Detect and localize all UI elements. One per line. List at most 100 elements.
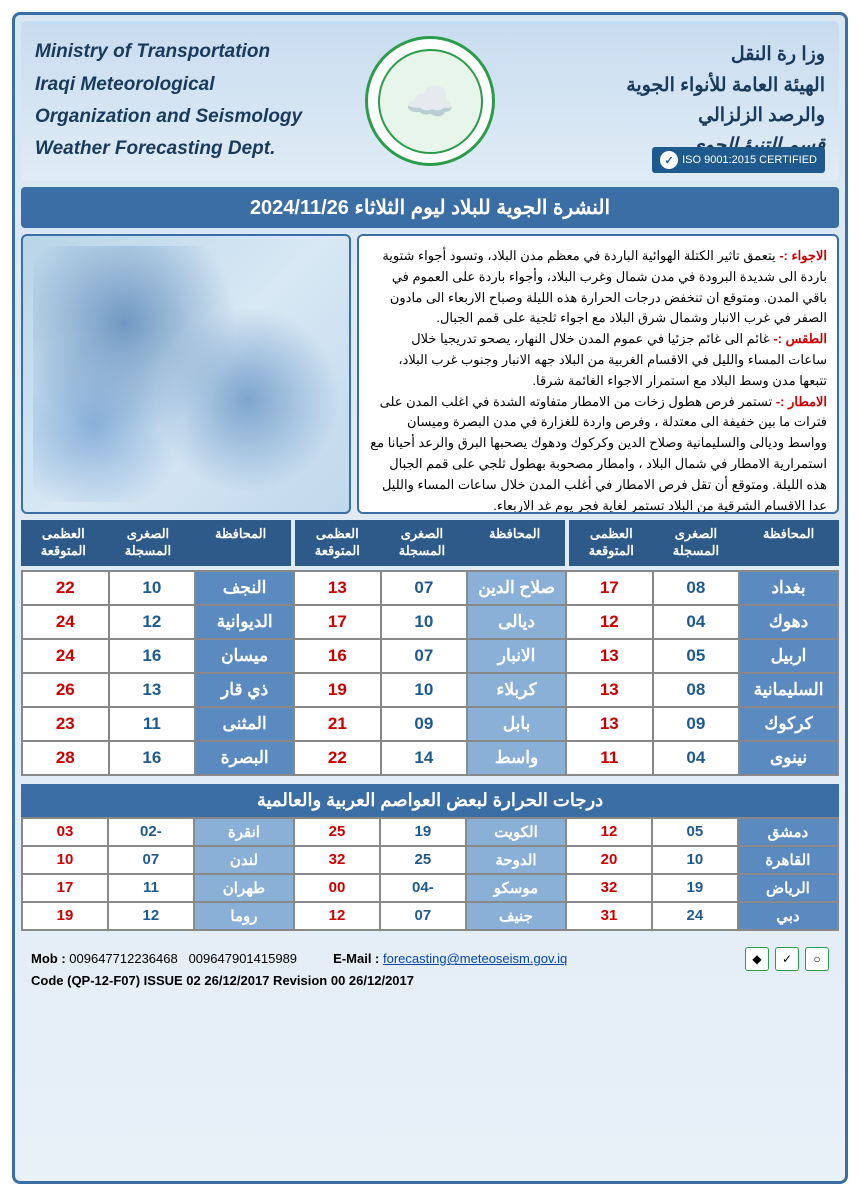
high-temp-cell: 24 — [22, 605, 109, 639]
high-temp-cell: 23 — [22, 707, 109, 741]
th-group-1: المحافظة الصغرى المسجلة العظمى المتوقعة — [21, 520, 291, 566]
city-cell: الكويت — [466, 818, 566, 846]
th-high: العظمى المتوقعة — [569, 520, 654, 566]
low-temp-cell: 11 — [108, 874, 194, 902]
footer-row-1: Mob : 009647712236468 009647901415989 E-… — [31, 947, 829, 971]
text-weather: غائم الى غائم جزئيا في عموم المدن خلال ا… — [398, 331, 827, 388]
label-atmosphere: الاجواء :- — [779, 248, 827, 263]
header-left: Ministry of Transportation Iraqi Meteoro… — [35, 36, 302, 165]
map-overlay — [33, 246, 339, 502]
high-temp-cell: 13 — [294, 571, 381, 605]
high-temp-cell: 12 — [566, 818, 652, 846]
city-cell: روما — [194, 902, 294, 930]
low-temp-cell: 11 — [109, 707, 196, 741]
high-temp-cell: 13 — [566, 707, 653, 741]
email-link[interactable]: forecasting@meteoseism.gov.iq — [383, 951, 567, 966]
org-line-2: Iraqi Meteorological — [35, 69, 302, 101]
table-row: القاهرة1020الدوحة2532لندن0710 — [22, 846, 838, 874]
low-temp-cell: 05 — [652, 818, 738, 846]
table-row: كركوك0913بابل0921المثنى1123 — [22, 707, 838, 741]
province-cell: صلاح الدين — [467, 571, 566, 605]
table-row: دبي2431جنيف0712روما1219 — [22, 902, 838, 930]
org-line-3: Organization and Seismology — [35, 101, 302, 133]
high-temp-cell: 10 — [22, 846, 108, 874]
footer-icons: ◆ ✓ ○ — [745, 947, 829, 971]
high-temp-cell: 22 — [22, 571, 109, 605]
low-temp-cell: 10 — [109, 571, 196, 605]
text-atmosphere: يتعمق تاثير الكتلة الهوائية الباردة في م… — [382, 248, 827, 325]
low-temp-cell: 08 — [653, 571, 740, 605]
cert-icon-1: ◆ — [745, 947, 769, 971]
low-temp-cell: 09 — [653, 707, 740, 741]
province-cell: السليمانية — [739, 673, 838, 707]
province-cell: ذي قار — [195, 673, 294, 707]
table-row: دمشق0512الكويت1925انقرة-0203 — [22, 818, 838, 846]
high-temp-cell: 25 — [294, 818, 380, 846]
low-temp-cell: 12 — [108, 902, 194, 930]
high-temp-cell: 24 — [22, 639, 109, 673]
low-temp-cell: -02 — [108, 818, 194, 846]
province-cell: كربلاء — [467, 673, 566, 707]
low-temp-cell: 07 — [380, 902, 466, 930]
high-temp-cell: 32 — [294, 846, 380, 874]
low-temp-cell: 07 — [108, 846, 194, 874]
high-temp-cell: 32 — [566, 874, 652, 902]
high-temp-cell: 28 — [22, 741, 109, 775]
low-temp-cell: 13 — [109, 673, 196, 707]
high-temp-cell: 17 — [294, 605, 381, 639]
bulletin-title: النشرة الجوية للبلاد ليوم الثلاثاء 2024/… — [21, 187, 839, 228]
table-row: اربيل0513الانبار0716ميسان1624 — [22, 639, 838, 673]
high-temp-cell: 13 — [566, 639, 653, 673]
footer: Mob : 009647712236468 009647901415989 E-… — [21, 941, 839, 994]
low-temp-cell: 14 — [381, 741, 468, 775]
th-province: المحافظة — [190, 520, 291, 566]
mob2: 009647901415989 — [189, 951, 297, 966]
city-cell: طهران — [194, 874, 294, 902]
high-temp-cell: 12 — [294, 902, 380, 930]
city-cell: الدوحة — [466, 846, 566, 874]
high-temp-cell: 26 — [22, 673, 109, 707]
forecast-text: الاجواء :- يتعمق تاثير الكتلة الهوائية ا… — [357, 234, 839, 514]
low-temp-cell: 24 — [652, 902, 738, 930]
low-temp-cell: 16 — [109, 639, 196, 673]
logo-cloud-icon: ☁️ — [378, 49, 483, 154]
low-temp-cell: 07 — [381, 639, 468, 673]
low-temp-cell: 10 — [652, 846, 738, 874]
cert-icon-2: ✓ — [775, 947, 799, 971]
high-temp-cell: 22 — [294, 741, 381, 775]
th-province: المحافظة — [738, 520, 839, 566]
header-right: وزا رة النقل الهيئة العامة للأنواء الجوي… — [626, 40, 825, 162]
city-cell: دمشق — [738, 818, 838, 846]
th-low: الصغرى المسجلة — [380, 520, 465, 566]
province-cell: واسط — [467, 741, 566, 775]
org-ar-line-1: وزا رة النقل — [626, 40, 825, 70]
city-cell: دبي — [738, 902, 838, 930]
iraq-table-header: المحافظة الصغرى المسجلة العظمى المتوقعة … — [21, 520, 839, 566]
logo: ☁️ — [365, 36, 495, 166]
high-temp-cell: 11 — [566, 741, 653, 775]
city-cell: لندن — [194, 846, 294, 874]
high-temp-cell: 19 — [294, 673, 381, 707]
th-group-2: المحافظة الصغرى المسجلة العظمى المتوقعة — [295, 520, 565, 566]
world-table: دمشق0512الكويت1925انقرة-0203القاهرة1020ا… — [21, 817, 839, 931]
high-temp-cell: 20 — [566, 846, 652, 874]
low-temp-cell: -04 — [380, 874, 466, 902]
high-temp-cell: 13 — [566, 673, 653, 707]
table-row: دهوك0412ديالى1017الديوانية1224 — [22, 605, 838, 639]
page-container: Ministry of Transportation Iraqi Meteoro… — [12, 12, 848, 1184]
city-cell: القاهرة — [738, 846, 838, 874]
label-rain: الامطار :- — [776, 394, 827, 409]
province-cell: النجف — [195, 571, 294, 605]
table-row: السليمانية0813كربلاء1019ذي قار1326 — [22, 673, 838, 707]
org-line-4: Weather Forecasting Dept. — [35, 133, 302, 165]
high-temp-cell: 16 — [294, 639, 381, 673]
footer-code: Code (QP-12-F07) ISSUE 02 26/12/2017 Rev… — [31, 973, 829, 988]
th-group-3: المحافظة الصغرى المسجلة العظمى المتوقعة — [569, 520, 839, 566]
th-high: العظمى المتوقعة — [21, 520, 106, 566]
province-cell: ديالى — [467, 605, 566, 639]
logo-circle: ☁️ — [365, 36, 495, 166]
th-low: الصغرى المسجلة — [654, 520, 739, 566]
high-temp-cell: 17 — [22, 874, 108, 902]
low-temp-cell: 04 — [653, 605, 740, 639]
high-temp-cell: 17 — [566, 571, 653, 605]
